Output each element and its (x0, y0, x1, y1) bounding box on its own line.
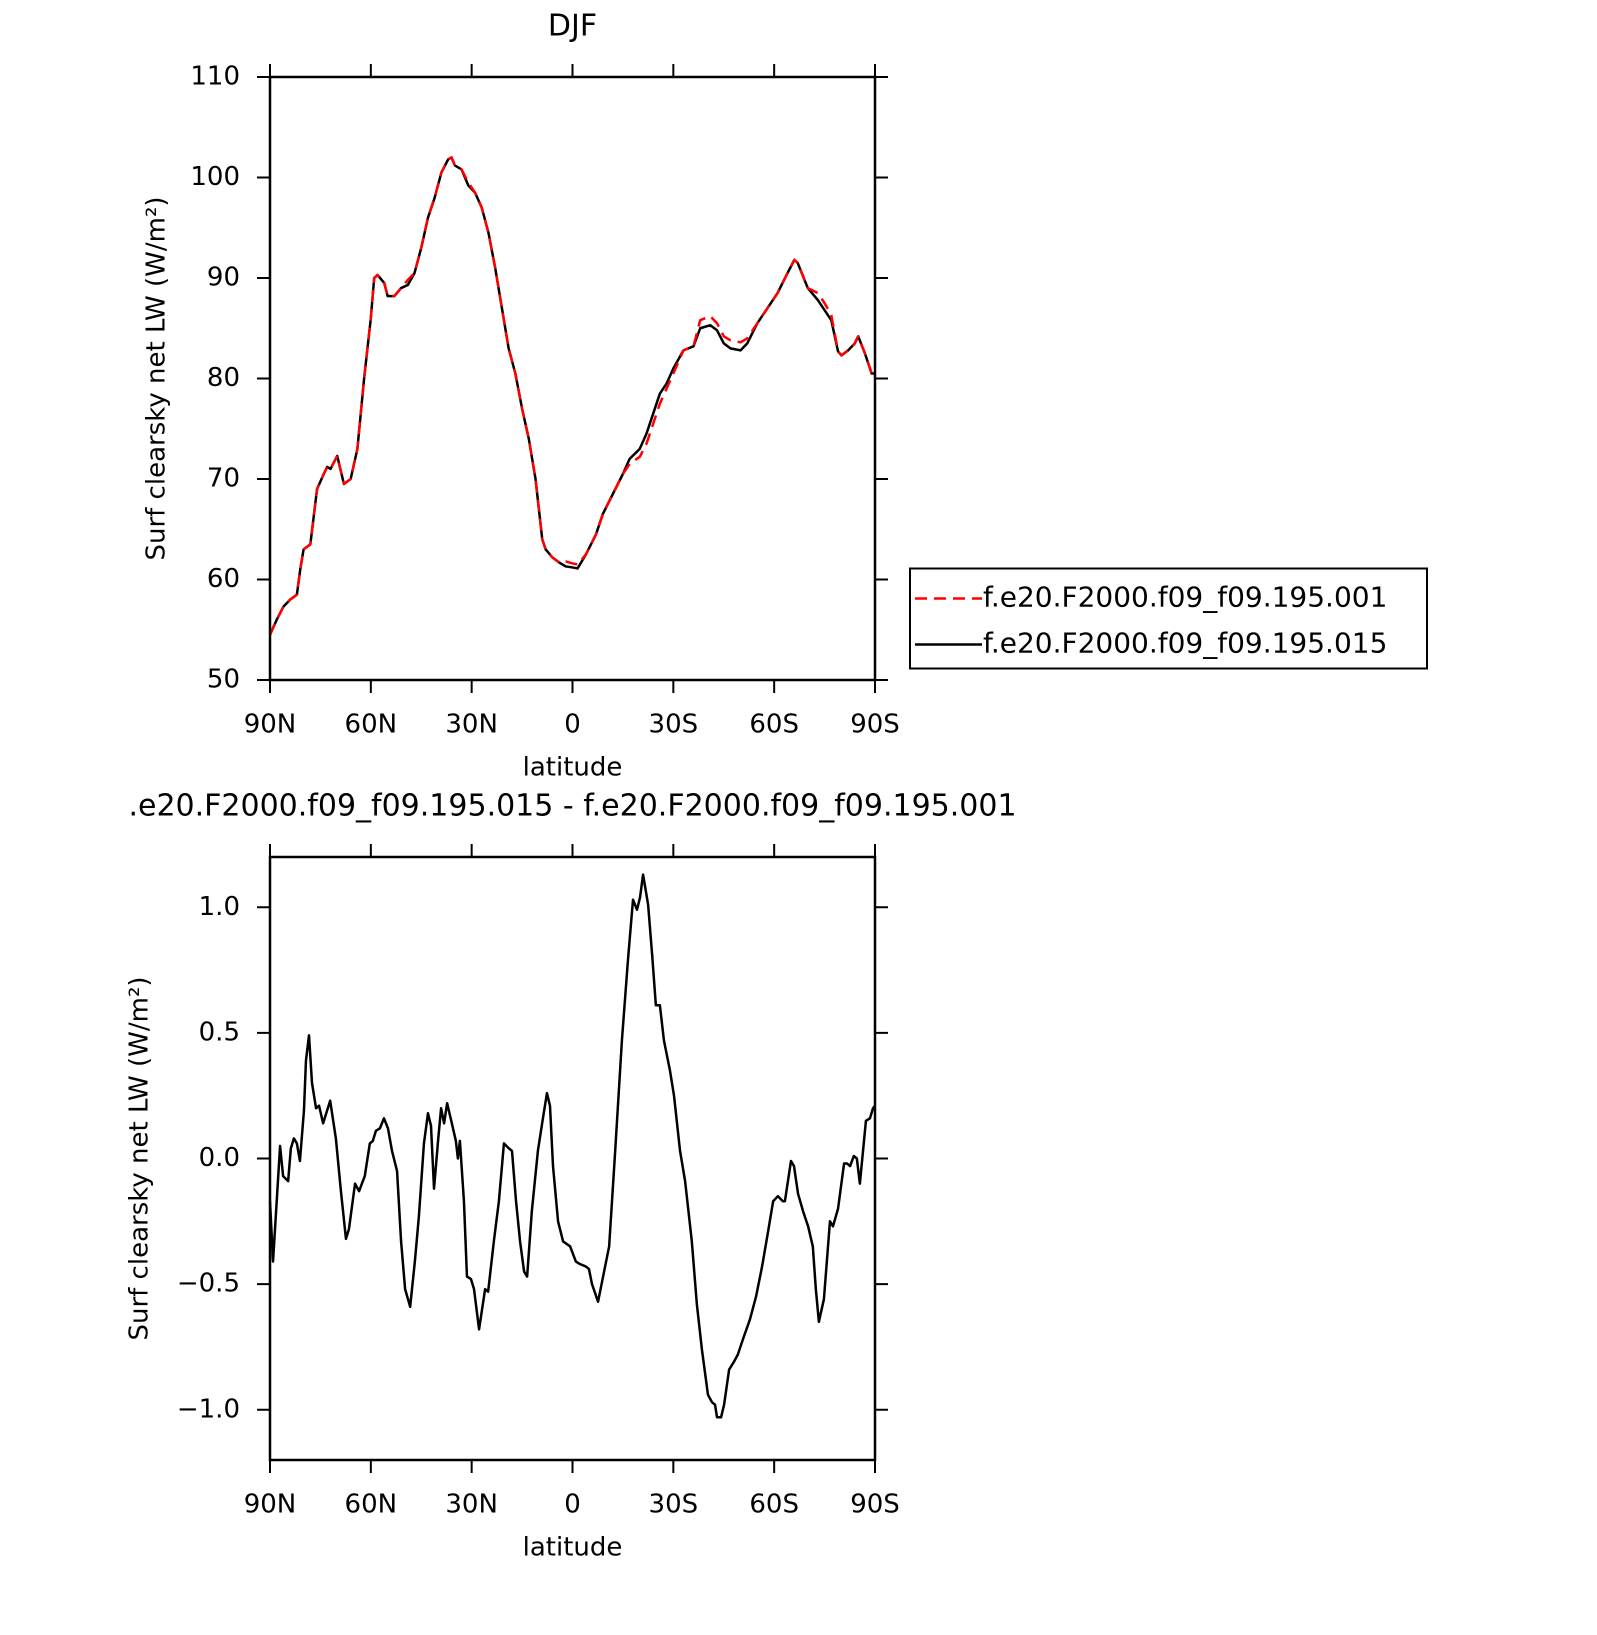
x-axis-label: latitude (523, 753, 623, 783)
y-tick-label: 0.0 (199, 1143, 240, 1173)
y-tick-label: 1.0 (199, 892, 240, 922)
x-tick-label: 90N (244, 1490, 297, 1520)
x-tick-label: 60S (749, 710, 799, 740)
plot-frame (268, 75, 877, 682)
x-tick-label: 0 (564, 710, 581, 740)
legend-box (909, 567, 1428, 670)
chart-title: DJF (548, 9, 597, 44)
y-tick-label: 70 (207, 464, 240, 494)
y-tick-label: 50 (207, 665, 240, 695)
y-axis-label: Surf clearsky net LW (W/m²) (125, 976, 155, 1340)
y-tick-label: −1.0 (177, 1394, 240, 1424)
x-tick-label: 90S (850, 1490, 900, 1520)
legend-label: f.e20.F2000.f09_f09.195.001 (983, 581, 1387, 614)
x-axis-label: latitude (523, 1533, 623, 1563)
x-tick-label: 60S (749, 1490, 799, 1520)
x-tick-label: 30S (649, 710, 699, 740)
y-tick-label: 0.5 (199, 1017, 240, 1047)
x-tick-label: 30S (649, 1490, 699, 1520)
legend-label: f.e20.F2000.f09_f09.195.015 (983, 627, 1387, 660)
data-line (268, 873, 876, 1419)
x-tick-label: 30N (445, 710, 498, 740)
chart-title: .e20.F2000.f09_f09.195.015 - f.e20.F2000… (128, 789, 1016, 824)
x-tick-label: 0 (564, 1490, 581, 1520)
x-tick-label: 90N (244, 710, 297, 740)
y-tick-label: 100 (190, 162, 240, 192)
plot-frame (268, 855, 877, 1462)
x-tick-label: 90S (850, 710, 900, 740)
y-tick-label: 110 (190, 62, 240, 92)
y-axis-label: Surf clearsky net LW (W/m²) (142, 196, 172, 560)
y-tick-label: 80 (207, 363, 240, 393)
y-tick-label: 60 (207, 564, 240, 594)
data-line (268, 156, 875, 636)
y-tick-label: 90 (207, 263, 240, 293)
x-tick-label: 60N (345, 1490, 398, 1520)
x-tick-label: 30N (445, 1490, 498, 1520)
y-tick-label: −0.5 (177, 1269, 240, 1299)
x-tick-label: 60N (345, 710, 398, 740)
